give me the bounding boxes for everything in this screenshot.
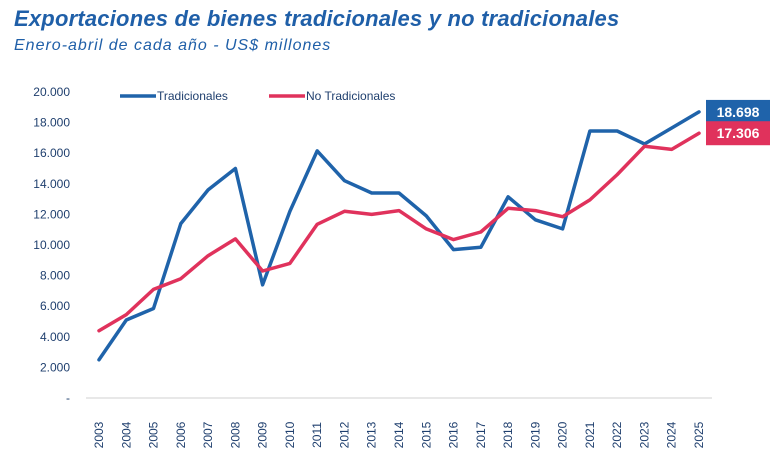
y-tick-label: 14.000 — [33, 177, 70, 191]
x-tick-label: 2011 — [310, 422, 324, 448]
end-label-value: 17.306 — [717, 125, 760, 141]
legend-label: No Tradicionales — [306, 89, 395, 103]
series-line-tradicionales — [97, 110, 701, 362]
x-tick-label: 2019 — [528, 421, 542, 448]
x-tick-label: 2013 — [365, 421, 379, 448]
end-label-box — [706, 121, 770, 146]
x-tick-label: 2014 — [392, 421, 406, 448]
y-tick-label: 8.000 — [40, 269, 70, 283]
chart-title: Exportaciones de bienes tradicionales y … — [14, 6, 620, 31]
x-tick-label: 2025 — [692, 421, 706, 448]
y-tick-label: 18.000 — [33, 116, 70, 130]
x-tick-label: 2008 — [228, 421, 242, 448]
y-tick-label: 10.000 — [33, 238, 70, 252]
chart-subtitle: Enero-abril de cada año - US$ millones — [14, 37, 332, 54]
x-tick-label: 2021 — [583, 421, 597, 448]
x-tick-label: 2004 — [119, 421, 133, 448]
x-tick-label: 2022 — [610, 421, 624, 448]
legend-label: Tradicionales — [157, 89, 228, 103]
y-axis: - 2.000 4.000 6.000 8.000 10.000 12.000 14.000 1… — [33, 85, 70, 405]
y-tick-label: 2.000 — [40, 360, 70, 374]
x-tick-label: 2005 — [147, 421, 161, 448]
x-tick-label: 2009 — [256, 421, 270, 448]
x-tick-label: 2023 — [637, 421, 651, 448]
end-label-value: 18.698 — [717, 104, 760, 120]
y-tick-label: 6.000 — [40, 299, 70, 313]
x-tick-label: 2010 — [283, 421, 297, 448]
y-tick-label: - — [66, 391, 70, 405]
series-line-no-tradicionales — [97, 131, 701, 333]
x-tick-label: 2024 — [665, 421, 679, 448]
x-tick-label: 2007 — [201, 421, 215, 448]
x-tick-label: 2020 — [556, 421, 570, 448]
x-tick-label: 2018 — [501, 421, 515, 448]
series-lines — [97, 110, 701, 362]
y-tick-label: 16.000 — [33, 146, 70, 160]
legend: Tradicionales No Tradicionales — [120, 89, 395, 103]
y-tick-label: 20.000 — [33, 85, 70, 99]
end-labels: 18.698 17.306 — [706, 99, 770, 146]
x-tick-label: 2015 — [419, 421, 433, 448]
end-label-box — [706, 99, 770, 124]
x-tick-label: 2012 — [337, 421, 351, 448]
x-axis: 2003 2004 2005 2006 2007 2008 2009 2010 2011 2012… — [86, 397, 712, 448]
x-tick-label: 2017 — [474, 421, 488, 448]
y-tick-label: 12.000 — [33, 207, 70, 221]
x-tick-label: 2003 — [92, 421, 106, 448]
x-tick-label: 2006 — [174, 421, 188, 448]
y-tick-label: 4.000 — [40, 330, 70, 344]
x-tick-label: 2016 — [447, 421, 461, 448]
